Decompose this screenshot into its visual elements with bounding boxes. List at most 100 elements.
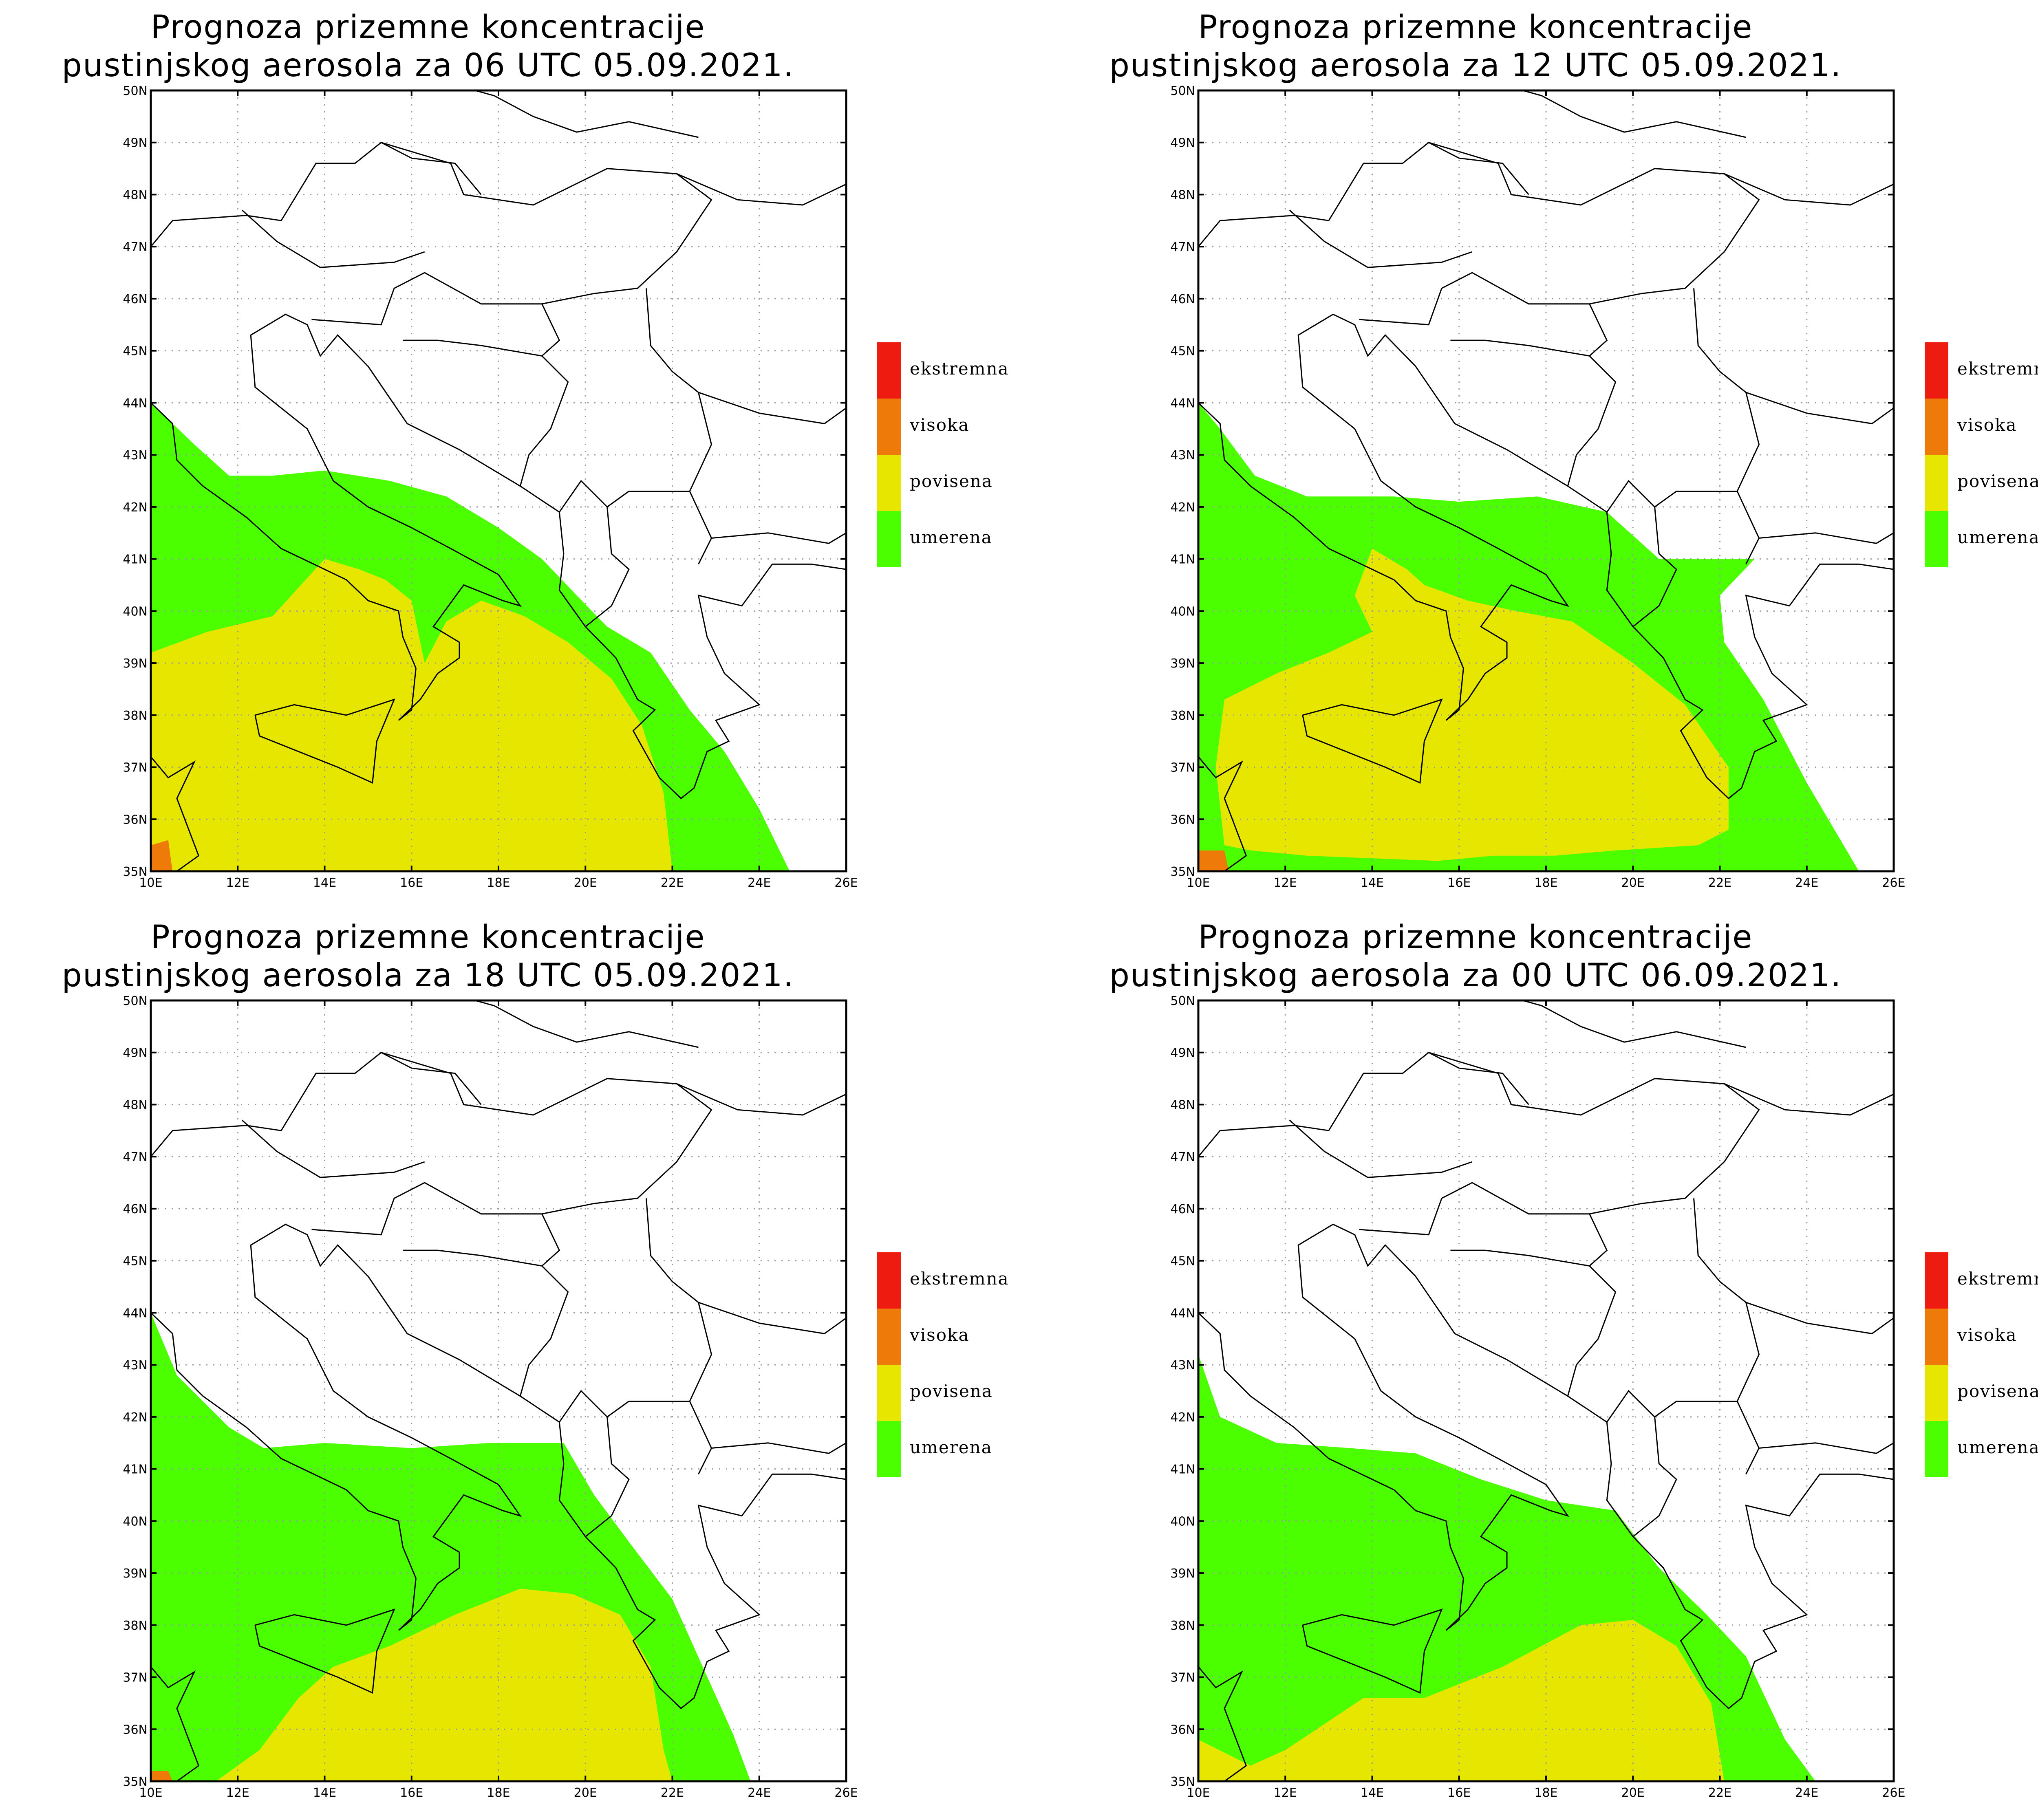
lat-tick-label: 35N [123,865,148,879]
lon-tick-label: 18E [487,876,510,890]
country-border [1724,173,1894,206]
lat-tick-label: 36N [123,813,148,827]
lon-tick-label: 24E [748,876,771,890]
lon-tick-label: 14E [1361,876,1384,890]
lat-tick-label: 50N [1170,84,1195,98]
lon-tick-label: 14E [313,1786,336,1800]
lat-tick-label: 42N [1170,1410,1195,1425]
lat-tick-label: 49N [123,136,148,150]
lat-tick-label: 45N [1170,344,1195,359]
panel-title: Prognoza prizemne koncentracije pustinjs… [1048,8,1903,85]
dust-map: 35N 36N 37N 38N 39N 40N 41N 42N 43N 44N 45N 46N 47N 4… [1170,84,1905,890]
lat-tick-label: 44N [123,396,148,410]
coastline [151,1666,200,1781]
lat-tick-label: 49N [1170,136,1195,150]
lat-tick-label: 47N [123,240,148,254]
lat-tick-label: 49N [123,1046,148,1060]
lon-tick-label: 18E [1534,1786,1557,1800]
legend-label: umerena [910,1437,993,1457]
title-line-1: Prognoza prizemne koncentracije [150,919,706,956]
legend-label: povisena [910,471,993,491]
title-line-1: Prognoza prizemne koncentracije [150,9,706,46]
lon-tick-label: 12E [1274,876,1297,890]
lat-tick-label: 46N [123,292,148,306]
country-border [519,1214,569,1397]
country-border [1724,1083,1894,1116]
legend-swatch-povisena [1925,1365,1948,1421]
country-border [1450,1249,1590,1267]
country-border [1289,90,1746,138]
lon-tick-label: 16E [1447,876,1471,890]
country-border [242,1000,699,1048]
geography-lines [151,90,846,871]
country-border [1759,1442,1894,1454]
country-border [1567,1214,1617,1397]
legend-label: ekstremna [910,359,1009,379]
country-border [1693,1198,1760,1402]
lat-tick-label: 40N [1170,604,1195,619]
title-line-2: pustinjskog aerosola za 00 UTC 06.09.202… [1109,957,1842,994]
lon-tick-label: 26E [834,876,858,890]
legend-label: umerena [910,527,993,547]
country-border [711,532,846,544]
country-border [1198,142,1760,326]
country-border [711,1442,846,1454]
country-border [676,1083,846,1116]
lat-tick-label: 45N [123,344,148,359]
legend-swatch-ekstremna [1925,1252,1948,1309]
lon-tick-label: 20E [1621,1786,1645,1800]
geography-lines [1198,90,1894,871]
lat-tick-label: 43N [1170,1358,1195,1373]
lat-tick-label: 44N [123,1306,148,1320]
panel-title: Prognoza prizemne koncentracije pustinjs… [0,8,856,85]
lon-tick-label: 22E [661,876,684,890]
concentration-zones [151,403,790,871]
coastline [151,313,846,800]
legend-label: povisena [910,1381,993,1401]
lat-tick-label: 47N [1170,1150,1195,1164]
lat-tick-label: 39N [1170,657,1195,671]
country-border [1746,392,1894,425]
legend-swatch-visoka [877,1309,901,1365]
legend-swatch-umerena [877,511,901,567]
country-border [241,1119,425,1178]
country-border [698,392,846,425]
coastline [1198,1666,1247,1781]
country-border [519,304,569,487]
country-border [1289,1119,1473,1178]
lat-tick-label: 47N [123,1150,148,1164]
lat-tick-label: 49N [1170,1046,1195,1060]
country-border [1289,1000,1746,1048]
dust-map: 35N 36N 37N 38N 39N 40N 41N 42N 43N 44N 45N 46N 47N 4… [123,84,858,890]
lon-tick-label: 12E [226,1786,249,1800]
country-border [559,480,630,627]
lat-tick-label: 43N [123,1358,148,1373]
lon-tick-label: 26E [834,1786,858,1800]
country-border [241,209,425,268]
lon-tick-label: 16E [400,876,423,890]
lat-tick-label: 50N [1170,994,1195,1008]
lat-tick-label: 46N [123,1202,148,1216]
coastline [1302,1608,1443,1694]
country-border [381,1052,482,1105]
lat-tick-label: 41N [1170,553,1195,567]
title-line-1: Prognoza prizemne koncentracije [1198,9,1753,46]
coastline [1198,756,1247,871]
lat-tick-label: 45N [123,1254,148,1269]
zone-visoka [151,840,173,871]
lat-tick-label: 42N [123,1410,148,1425]
title-line-1: Prognoza prizemne koncentracije [1198,919,1753,956]
lat-tick-label: 48N [1170,188,1195,202]
lat-tick-label: 38N [1170,1619,1195,1633]
title-line-2: pustinjskog aerosola za 18 UTC 05.09.202… [62,957,794,994]
lon-tick-label: 12E [226,876,249,890]
coastline [151,756,200,871]
country-border [381,142,482,195]
lon-tick-label: 20E [574,876,597,890]
country-border [646,1198,712,1402]
zone-povisena [1215,549,1729,861]
lat-tick-label: 45N [1170,1254,1195,1269]
lon-tick-label: 14E [1361,1786,1384,1800]
country-border [1450,339,1590,357]
legend-swatch-umerena [877,1421,901,1477]
